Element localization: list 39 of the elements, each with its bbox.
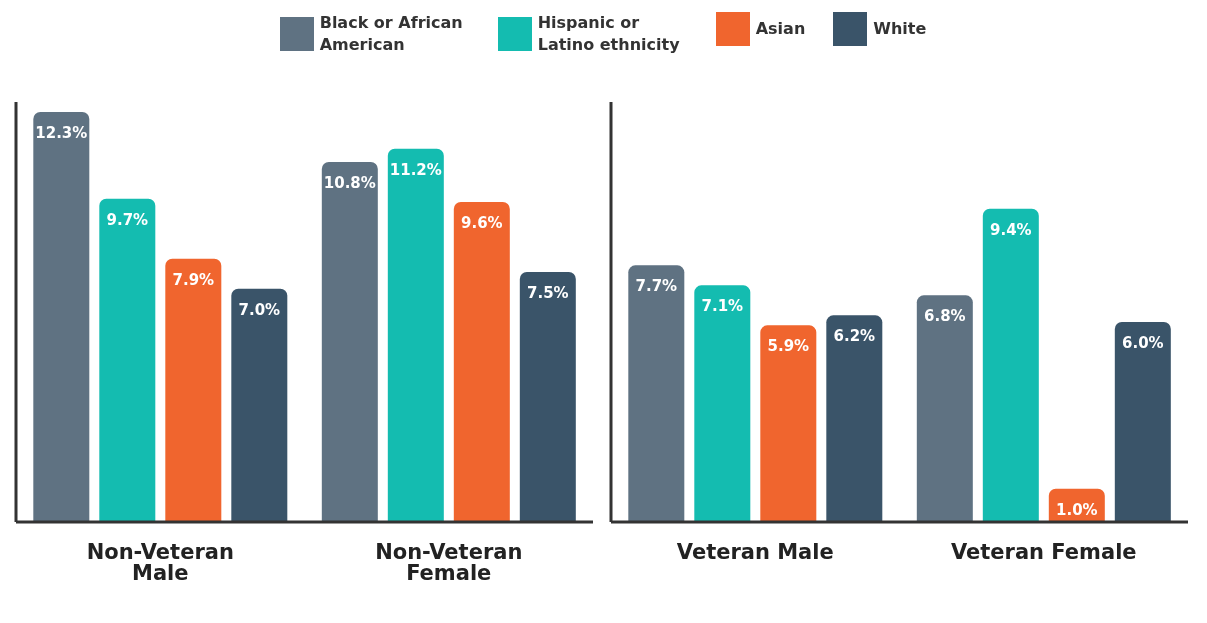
bar	[453, 202, 510, 522]
data-label: 7.9%	[172, 270, 215, 289]
data-label: 6.2%	[833, 327, 876, 346]
x-tick-label: Non-Veteran Female	[375, 539, 523, 585]
x-tick-label: Veteran Male	[676, 539, 834, 564]
data-label: 9.7%	[106, 210, 149, 229]
x-tick-label: Veteran Female	[950, 539, 1137, 564]
bar	[694, 285, 751, 522]
bar	[916, 295, 973, 522]
data-label: 7.5%	[527, 284, 569, 302]
bar	[628, 265, 685, 522]
data-label: 1.0%	[1056, 500, 1098, 519]
data-label: 12.3%	[35, 124, 88, 142]
bar	[982, 208, 1039, 522]
data-label: 9.4%	[990, 220, 1032, 239]
data-label: 6.0%	[1122, 334, 1164, 352]
bar	[760, 325, 817, 522]
legend-label: Asian	[755, 18, 806, 40]
data-label: 7.7%	[635, 277, 678, 296]
x-tick-label: Non-Veteran Male	[86, 539, 234, 585]
bar	[33, 112, 90, 522]
data-label: 7.1%	[701, 297, 744, 316]
bar	[99, 198, 156, 522]
bar	[519, 272, 576, 522]
bar	[1114, 322, 1171, 522]
bar	[826, 315, 883, 522]
data-label: 11.2%	[389, 160, 442, 179]
bar	[321, 162, 378, 522]
bar	[387, 148, 444, 522]
bar	[231, 288, 288, 522]
data-label: 6.8%	[924, 307, 966, 326]
data-label: 7.0%	[238, 300, 281, 319]
legend-label: White	[873, 18, 927, 40]
legend-label: Hispanic or Latino ethnicity	[537, 12, 681, 56]
legend-label: Black or African American	[319, 12, 464, 56]
bar	[165, 258, 222, 522]
data-label: 5.9%	[767, 337, 810, 356]
data-label: 10.8%	[323, 174, 376, 192]
data-label: 9.6%	[461, 214, 503, 232]
